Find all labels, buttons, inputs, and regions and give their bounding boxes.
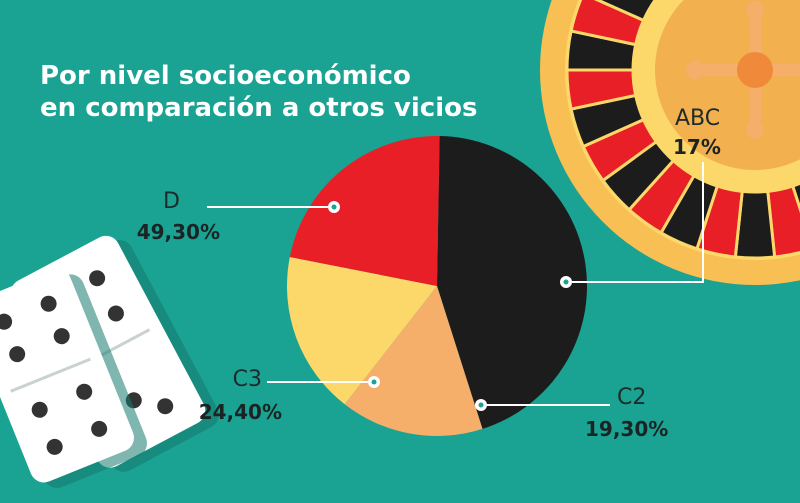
chart-title: Por nivel socioeconómico en comparación …: [40, 60, 477, 124]
pie-slice-c3: [289, 136, 440, 286]
pie-chart: [287, 136, 587, 437]
label-abc-name: ABC: [675, 106, 721, 131]
pie-slice-d: [437, 136, 587, 429]
label-d-name: D: [163, 189, 180, 214]
label-c2-value: 19,30%: [585, 417, 669, 441]
roulette-pocket: [594, 0, 657, 23]
callouts: [207, 162, 704, 411]
label-c3-name: C3: [232, 367, 262, 392]
pie-slice-c2: [287, 257, 437, 405]
roulette-pocket: [569, 0, 646, 47]
label-abc-value: 17%: [673, 135, 721, 159]
label-d-value: 49,30%: [136, 220, 220, 244]
chart-title-line-2: en comparación a otros vicios: [40, 93, 478, 123]
leader-line-abc: [566, 162, 704, 283]
roulette-hub-icon: [686, 1, 800, 139]
pie-slice-abc: [344, 286, 483, 437]
chart-title-line-1: Por nivel socioeconómico: [40, 61, 411, 91]
label-c3-value: 24,40%: [198, 400, 282, 424]
label-c2-name: C2: [617, 385, 647, 410]
domino-tiles-icon: [0, 235, 219, 488]
